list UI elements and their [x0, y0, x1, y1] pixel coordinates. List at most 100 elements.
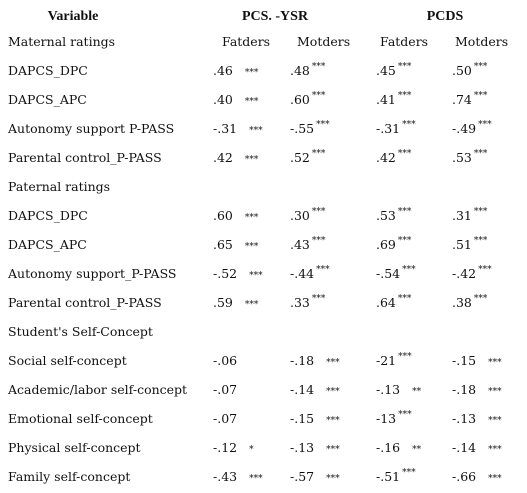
cell-value: -.31: [213, 121, 238, 136]
significance: ***: [473, 149, 488, 159]
cell: -.42 ***: [452, 265, 492, 284]
significance: ***: [326, 387, 340, 397]
significance: ***: [311, 207, 326, 217]
cell-value: .59: [213, 295, 233, 310]
row-label: Family self-concept: [8, 469, 131, 484]
cell-value: .33: [290, 295, 310, 310]
cell-value: -.55: [290, 121, 315, 136]
cell: -.06: [213, 353, 237, 369]
significance: ***: [316, 120, 330, 130]
cell: .60 ***: [290, 91, 325, 110]
cell: .52 ***: [290, 149, 325, 168]
row-label: DAPCS_DPC: [8, 63, 88, 78]
cell: -.44 ***: [290, 265, 330, 284]
significance: ***: [473, 62, 488, 72]
significance: ***: [397, 62, 412, 72]
cell-value: .74: [452, 92, 472, 107]
significance: ***: [402, 265, 416, 275]
cell: .53 ***: [452, 149, 488, 168]
cell: .38 ***: [452, 294, 487, 313]
cell-value: -.18: [452, 382, 477, 397]
row-label: Physical self-concept: [8, 440, 141, 455]
cell-value: .50: [452, 63, 472, 78]
cell-value: -.15: [452, 353, 477, 368]
cell-value: -.42: [452, 266, 477, 281]
cell: .45 ***: [376, 62, 412, 81]
cell: -.54 ***: [376, 265, 416, 284]
cell: -.31 ***: [376, 120, 416, 139]
cell: .40 ***: [213, 92, 258, 110]
significance: ***: [488, 474, 502, 484]
significance: ***: [488, 358, 502, 368]
significance: ***: [249, 474, 263, 484]
cell-value: -.43: [213, 469, 238, 484]
significance: ***: [397, 91, 412, 101]
cell: .65 ***: [213, 237, 258, 255]
cell-value: -.18: [290, 353, 315, 368]
significance: ***: [488, 387, 502, 397]
cell-value: -.14: [452, 440, 477, 455]
cell: -.31 ***: [213, 121, 263, 139]
cell-value: .52: [290, 150, 310, 165]
significance: ***: [326, 445, 340, 455]
cell-value: .60: [290, 92, 310, 107]
significance: ***: [244, 97, 259, 107]
significance: ***: [244, 242, 259, 252]
section-title: Maternal ratings: [8, 34, 116, 49]
cell: -.66 ***: [452, 469, 502, 487]
cell-value: -.13: [290, 440, 315, 455]
significance: ***: [316, 265, 330, 275]
cell-value: .46: [213, 63, 233, 78]
column-header: Fatders: [222, 34, 271, 49]
header-variable: Variable: [47, 9, 99, 24]
cell: -.14 ***: [452, 440, 502, 458]
row-label: Social self-concept: [8, 353, 127, 368]
significance: ***: [473, 91, 488, 101]
cell: .50 ***: [452, 62, 488, 81]
cell-value: .60: [213, 208, 233, 223]
significance: ***: [244, 213, 259, 223]
cell-value: .53: [376, 208, 396, 223]
cell: -.12 *: [213, 440, 254, 458]
cell: -.43 ***: [213, 469, 263, 487]
cell-value: .48: [290, 63, 310, 78]
cell-value: -.44: [290, 266, 315, 281]
significance: ***: [397, 294, 412, 304]
significance: ***: [326, 474, 340, 484]
section-title: Paternal ratings: [8, 179, 111, 194]
cell: -.13 ***: [452, 411, 502, 429]
cell: .53 ***: [376, 207, 411, 226]
cell: .41 ***: [376, 91, 412, 110]
cell: .60 ***: [213, 208, 258, 226]
cell: -13 ***: [376, 410, 412, 429]
cell-value: -.54: [376, 266, 401, 281]
column-header: Fatders: [380, 34, 429, 49]
cell: -.13 **: [376, 382, 421, 400]
cell-value: -.07: [213, 411, 238, 426]
significance: ***: [249, 126, 263, 136]
cell-value: -.51: [376, 469, 401, 484]
cell: .69 ***: [376, 236, 411, 255]
significance: ***: [244, 155, 259, 165]
column-header: Motders: [455, 34, 509, 49]
cell: .74 ***: [452, 91, 488, 110]
cell: -.55 ***: [290, 120, 330, 139]
significance: ***: [478, 120, 492, 130]
row-label: Autonomy support P-PASS: [8, 121, 175, 136]
cell-value: .64: [376, 295, 396, 310]
section-title: Student's Self-Concept: [8, 324, 153, 339]
row-label: Parental control_P-PASS: [8, 150, 162, 165]
cell-value: .31: [452, 208, 472, 223]
cell-value: -.16: [376, 440, 401, 455]
cell: -.18 ***: [452, 382, 502, 400]
row-label: Emotional self-concept: [8, 411, 153, 426]
cell-value: -.66: [452, 469, 477, 484]
cell-value: .42: [376, 150, 396, 165]
cell-value: .38: [452, 295, 472, 310]
row-label: Parental control_P-PASS: [8, 295, 162, 310]
column-header: Motders: [297, 34, 351, 49]
cell: -.52 ***: [213, 266, 263, 284]
cell: -.13 ***: [290, 440, 340, 458]
cell-value: -.14: [290, 382, 315, 397]
cell: -.16 **: [376, 440, 421, 458]
